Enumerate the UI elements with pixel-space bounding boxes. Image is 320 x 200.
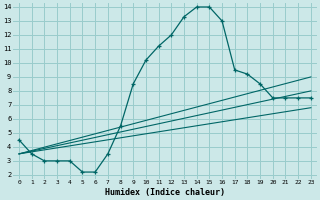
X-axis label: Humidex (Indice chaleur): Humidex (Indice chaleur) [105,188,225,197]
